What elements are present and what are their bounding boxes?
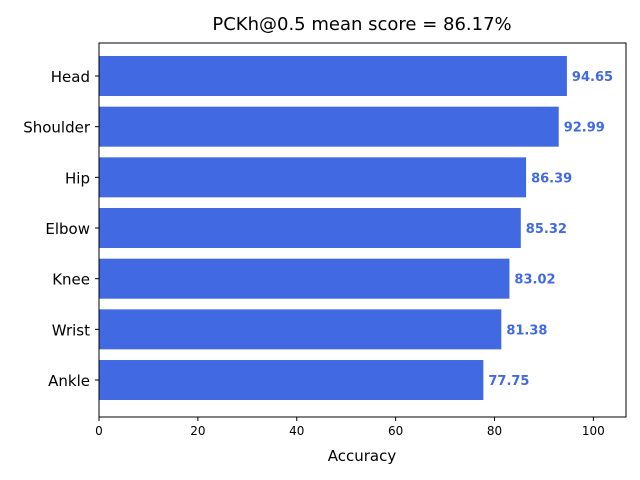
x-tick-label: 80: [487, 424, 502, 438]
bar-head: [99, 56, 567, 96]
category-label-head: Head: [51, 68, 90, 86]
x-tick-label: 0: [95, 424, 103, 438]
x-tick-label: 100: [582, 424, 605, 438]
x-tick-label: 40: [289, 424, 304, 438]
value-label-head: 94.65: [572, 70, 613, 85]
chart-title: PCKh@0.5 mean score = 86.17%: [212, 14, 511, 35]
x-axis: 0 20 40 60 80 100: [95, 417, 605, 438]
value-label-knee: 83.02: [514, 273, 555, 288]
plot-frame: [98, 42, 627, 418]
bar-shoulder: [99, 106, 559, 147]
category-label-elbow: Elbow: [45, 220, 90, 238]
bars-layer: [99, 56, 567, 401]
x-tick-label: 60: [388, 424, 403, 438]
value-label-hip: 86.39: [531, 171, 572, 186]
bar-hip: [99, 157, 527, 198]
bar-elbow: [99, 208, 521, 249]
category-label-ankle: Ankle: [48, 372, 90, 390]
value-label-ankle: 77.75: [488, 374, 529, 389]
category-label-hip: Hip: [65, 169, 90, 187]
value-labels-layer: 94.65 92.99 86.39 85.32 83.02 81.38 77.75: [488, 70, 613, 389]
bar-knee: [99, 258, 510, 299]
value-label-shoulder: 92.99: [564, 121, 605, 136]
category-label-shoulder: Shoulder: [23, 119, 91, 137]
y-axis: Head Shoulder Hip Elbow Knee Wrist Ankle: [23, 68, 99, 390]
value-label-elbow: 85.32: [526, 222, 567, 237]
bar-wrist: [99, 309, 502, 350]
category-label-knee: Knee: [52, 271, 90, 289]
x-axis-label: Accuracy: [328, 447, 397, 465]
category-label-wrist: Wrist: [52, 321, 90, 339]
bar-ankle: [99, 360, 484, 401]
value-label-wrist: 81.38: [506, 323, 547, 338]
x-tick-label: 20: [190, 424, 205, 438]
